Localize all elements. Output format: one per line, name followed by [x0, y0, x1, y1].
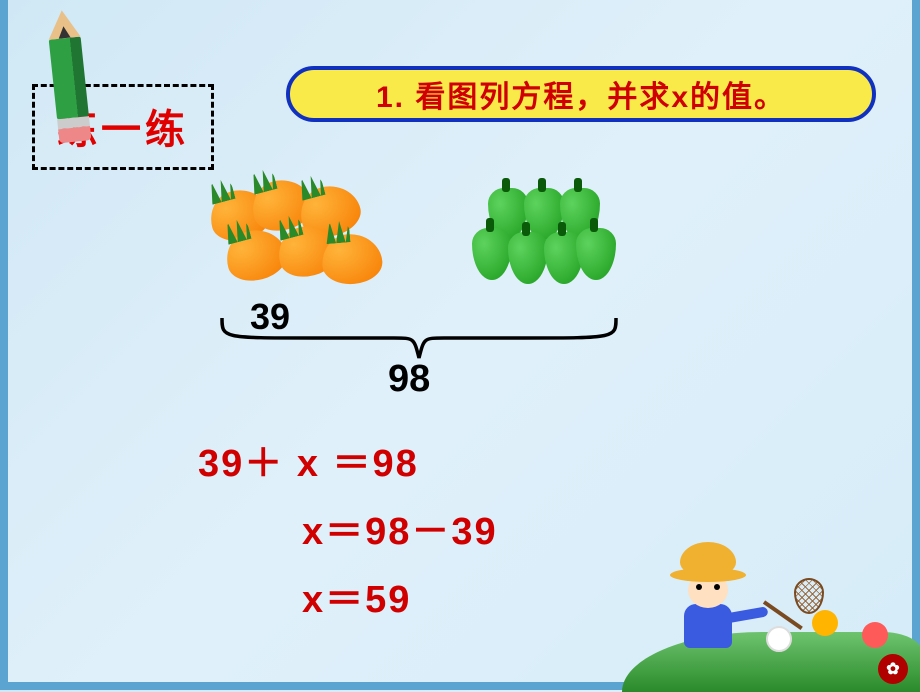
equation-line-1: 39＋ x ＝98	[198, 432, 419, 487]
corner-decoration: ✿	[622, 502, 920, 692]
peppers-icon	[468, 188, 618, 298]
instruction-banner: 1. 看图列方程，并求x的值。	[286, 66, 876, 122]
instruction-text: 1. 看图列方程，并求x的值。	[376, 72, 786, 116]
carrots-icon	[204, 176, 384, 296]
total-quantity-label: 98	[388, 358, 430, 401]
equation-line-3: x＝59	[302, 568, 411, 623]
child-icon	[662, 542, 752, 662]
equation-line-2: x＝98－39	[302, 500, 498, 555]
logo-icon: ✿	[878, 654, 908, 684]
